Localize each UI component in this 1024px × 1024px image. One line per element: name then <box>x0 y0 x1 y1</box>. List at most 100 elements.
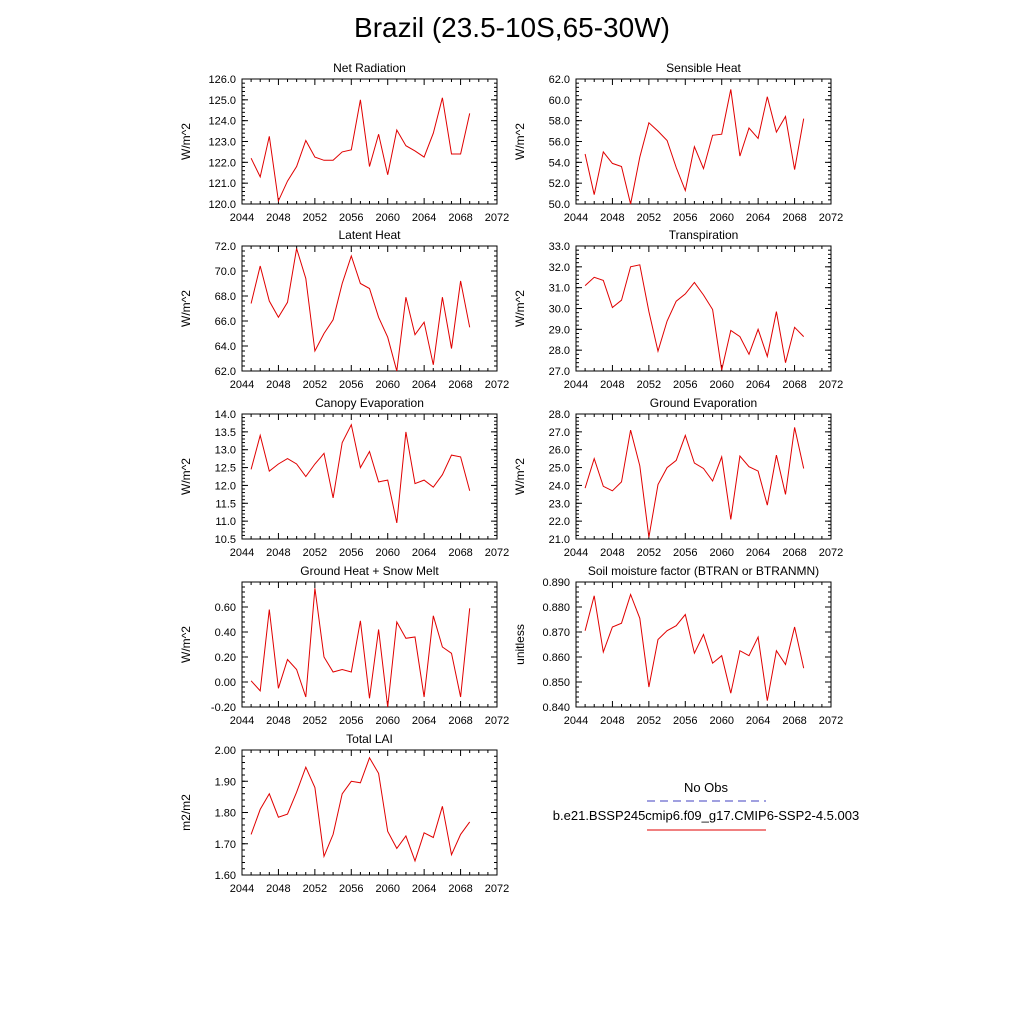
y-tick-label: 125.0 <box>208 95 236 107</box>
y-axis-label: W/m^2 <box>513 458 527 495</box>
y-tick-label: 62.0 <box>215 366 236 378</box>
y-tick-label: 58.0 <box>549 116 570 128</box>
x-tick-label: 2064 <box>412 547 436 559</box>
y-tick-label: 0.870 <box>542 627 570 639</box>
x-tick-label: 2056 <box>673 715 697 727</box>
y-axis-label: unitless <box>513 624 527 665</box>
x-tick-label: 2060 <box>375 715 399 727</box>
y-tick-label: 54.0 <box>549 157 570 169</box>
y-axis-label: W/m^2 <box>179 123 193 160</box>
y-tick-label: 27.0 <box>549 366 570 378</box>
y-tick-label: 14.0 <box>215 409 236 421</box>
x-tick-label: 2072 <box>485 212 509 224</box>
y-tick-label: 68.0 <box>215 291 236 303</box>
panel-title: Sensible Heat <box>666 61 741 75</box>
x-tick-label: 2072 <box>485 883 509 895</box>
y-tick-label: 124.0 <box>208 116 236 128</box>
x-tick-label: 2068 <box>782 715 806 727</box>
y-tick-label: 72.0 <box>215 241 236 253</box>
series-line <box>584 427 805 538</box>
chart-panel-4: Transpiration W/m^2 2044 2048 2052 2056 2060 20… <box>513 228 843 391</box>
y-tick-label: 12.0 <box>215 480 236 492</box>
x-tick-label: 2052 <box>637 715 661 727</box>
y-tick-label: 0.00 <box>215 677 236 689</box>
y-tick-label: 33.0 <box>549 241 570 253</box>
chart-panel-9: Total LAI m2/m2 2044 2048 2052 2056 2060 2064 20… <box>179 732 509 895</box>
y-tick-label: 0.890 <box>542 577 570 589</box>
y-tick-label: 0.880 <box>542 602 570 614</box>
y-axis-label: W/m^2 <box>179 458 193 495</box>
x-tick-label: 2052 <box>303 379 327 391</box>
x-tick-label: 2060 <box>709 212 733 224</box>
y-tick-label: 21.0 <box>549 534 570 546</box>
legend: No Obs b.e21.BSSP245cmip6.f09_g17.CMIP6-… <box>553 780 859 831</box>
x-tick-label: 2072 <box>485 379 509 391</box>
y-tick-label: 28.0 <box>549 409 570 421</box>
plot-frame <box>575 78 832 205</box>
x-tick-label: 2064 <box>746 715 770 727</box>
y-tick-label: 62.0 <box>549 74 570 86</box>
y-tick-label: -0.20 <box>211 702 236 714</box>
plot-frame <box>241 749 498 876</box>
figure-title: Brazil (23.5-10S,65-30W) <box>354 12 670 43</box>
y-tick-label: 13.5 <box>215 427 236 439</box>
y-tick-label: 0.840 <box>542 702 570 714</box>
x-tick-label: 2056 <box>673 379 697 391</box>
series-line <box>250 423 471 524</box>
y-tick-label: 23.0 <box>549 498 570 510</box>
x-tick-label: 2052 <box>303 547 327 559</box>
chart-panel-2: Sensible Heat W/m^2 2044 2048 2052 2056 2060 20… <box>513 61 843 224</box>
x-tick-label: 2048 <box>266 883 290 895</box>
plot-frame <box>241 413 498 540</box>
x-tick-label: 2048 <box>266 715 290 727</box>
x-tick-label: 2072 <box>819 547 843 559</box>
x-tick-label: 2068 <box>448 715 472 727</box>
x-tick-label: 2068 <box>782 379 806 391</box>
chart-panel-5: Canopy Evaporation W/m^2 2044 2048 2052 2056 2… <box>179 396 509 559</box>
y-tick-label: 0.60 <box>215 602 236 614</box>
y-tick-label: 32.0 <box>549 262 570 274</box>
panel-title: Canopy Evaporation <box>315 396 424 410</box>
panel-title: Net Radiation <box>333 61 406 75</box>
y-tick-label: 26.0 <box>549 445 570 457</box>
chart-panel-1: Net Radiation W/m^2 2044 2048 2052 2056 2060 20… <box>179 61 509 224</box>
y-tick-label: 60.0 <box>549 95 570 107</box>
x-tick-label: 2056 <box>339 715 363 727</box>
y-tick-label: 121.0 <box>208 178 236 190</box>
x-tick-label: 2060 <box>709 379 733 391</box>
panel-title: Soil moisture factor (BTRAN or BTRANMN) <box>588 564 819 578</box>
y-axis-label: W/m^2 <box>179 626 193 663</box>
x-tick-label: 2068 <box>448 547 472 559</box>
y-tick-label: 0.40 <box>215 627 236 639</box>
y-tick-label: 29.0 <box>549 324 570 336</box>
x-tick-label: 2072 <box>819 212 843 224</box>
panel-title: Ground Heat + Snow Melt <box>300 564 439 578</box>
y-tick-label: 11.5 <box>215 498 236 510</box>
y-tick-label: 30.0 <box>549 304 570 316</box>
x-tick-label: 2056 <box>339 379 363 391</box>
x-tick-label: 2068 <box>448 379 472 391</box>
x-tick-label: 2064 <box>412 715 436 727</box>
y-tick-label: 50.0 <box>549 199 570 211</box>
x-tick-label: 2048 <box>266 547 290 559</box>
x-tick-label: 2044 <box>564 379 588 391</box>
x-tick-label: 2068 <box>782 547 806 559</box>
plot-frame <box>575 413 832 540</box>
x-tick-label: 2068 <box>448 883 472 895</box>
x-tick-label: 2048 <box>600 715 624 727</box>
x-tick-label: 2044 <box>230 212 254 224</box>
x-tick-label: 2056 <box>673 547 697 559</box>
x-tick-label: 2048 <box>600 379 624 391</box>
y-tick-label: 25.0 <box>549 463 570 475</box>
plot-frame <box>241 245 498 372</box>
y-tick-label: 64.0 <box>215 341 236 353</box>
y-tick-label: 123.0 <box>208 137 236 149</box>
y-tick-label: 24.0 <box>549 480 570 492</box>
x-tick-label: 2068 <box>782 212 806 224</box>
y-tick-label: 1.60 <box>215 870 236 882</box>
plot-frame <box>575 581 832 708</box>
x-tick-label: 2060 <box>375 547 399 559</box>
x-tick-label: 2072 <box>819 379 843 391</box>
y-tick-label: 11.0 <box>215 516 236 528</box>
